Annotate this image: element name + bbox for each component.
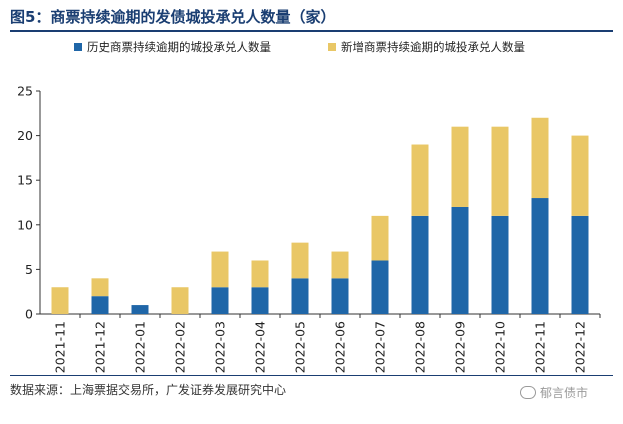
legend-swatch-new [328, 43, 336, 51]
x-tick-label: 2022-06 [333, 321, 348, 373]
x-tick-label: 2021-12 [93, 321, 108, 373]
watermark-text: 郁言债市 [540, 386, 589, 400]
legend: 历史商票持续逾期的城投承兑人数量 新增商票持续逾期的城投承兑人数量 [74, 40, 525, 54]
bar-historical-2022-01 [131, 305, 149, 314]
x-tick-label: 2022-07 [373, 321, 388, 373]
title-divider [10, 30, 613, 32]
x-tick-label: 2022-11 [533, 321, 548, 373]
x-tick-label: 2022-09 [453, 321, 468, 373]
bar-historical-2022-06 [331, 278, 349, 314]
axes: 0 5 10 15 20 25 2021-11 2021-12 2022-01 2022-02 20… [17, 84, 601, 373]
bar-new-2022-08 [411, 144, 429, 216]
bar-new-2022-09 [451, 126, 469, 207]
y-tick-label: 20 [17, 128, 33, 143]
footer-divider [10, 375, 613, 376]
bars [51, 117, 589, 314]
bar-historical-2022-11 [531, 198, 549, 314]
bar-historical-2022-09 [451, 206, 469, 314]
bar-historical-2021-12 [91, 296, 109, 314]
bar-historical-2022-07 [371, 260, 389, 314]
y-tick-label: 10 [17, 217, 33, 232]
y-tick-label: 5 [25, 262, 33, 277]
source-note: 数据来源：上海票据交易所，广发证券发展研究中心 [10, 383, 287, 397]
x-tick-label: 2022-12 [573, 321, 588, 373]
x-tick-label: 2022-02 [173, 321, 188, 373]
legend-swatch-historical [74, 43, 82, 51]
bar-historical-2022-05 [291, 278, 309, 314]
watermark: 郁言债市 [520, 384, 588, 401]
bar-new-2022-04 [251, 260, 269, 288]
bar-historical-2022-08 [411, 215, 429, 314]
bar-new-2022-07 [371, 215, 389, 261]
bar-new-2022-02 [171, 287, 189, 314]
bar-historical-2022-10 [491, 215, 509, 314]
x-tick-label: 2022-03 [213, 321, 228, 373]
stacked-bar-chart: 历史商票持续逾期的城投承兑人数量 新增商票持续逾期的城投承兑人数量 0 5 10 15… [17, 40, 601, 373]
bar-new-2021-11 [51, 287, 69, 314]
wechat-icon [520, 386, 536, 399]
bar-new-2021-12 [91, 278, 109, 297]
bar-new-2022-12 [571, 135, 589, 216]
chart-title: 图5：商票持续逾期的发债城投承兑人数量（家） [10, 8, 336, 26]
x-tick-label: 2022-10 [493, 321, 508, 373]
bar-new-2022-11 [531, 117, 549, 199]
bar-historical-2022-04 [251, 287, 269, 314]
y-tick-label: 25 [17, 84, 33, 99]
x-tick-label: 2022-05 [293, 321, 308, 373]
y-tick-label: 0 [25, 307, 33, 322]
bar-new-2022-05 [291, 242, 309, 279]
bar-new-2022-10 [491, 126, 509, 216]
bar-historical-2022-03 [211, 287, 229, 314]
bar-new-2022-03 [211, 251, 229, 288]
x-tick-label: 2021-11 [53, 321, 68, 373]
x-tick-label: 2022-08 [413, 321, 428, 373]
legend-label-new: 新增商票持续逾期的城投承兑人数量 [341, 40, 525, 54]
bar-new-2022-06 [331, 251, 349, 279]
x-tick-label: 2022-04 [253, 321, 268, 373]
bar-historical-2022-12 [571, 215, 589, 314]
y-tick-label: 15 [17, 173, 33, 188]
x-tick-label: 2022-01 [133, 321, 148, 373]
legend-label-historical: 历史商票持续逾期的城投承兑人数量 [87, 40, 271, 54]
